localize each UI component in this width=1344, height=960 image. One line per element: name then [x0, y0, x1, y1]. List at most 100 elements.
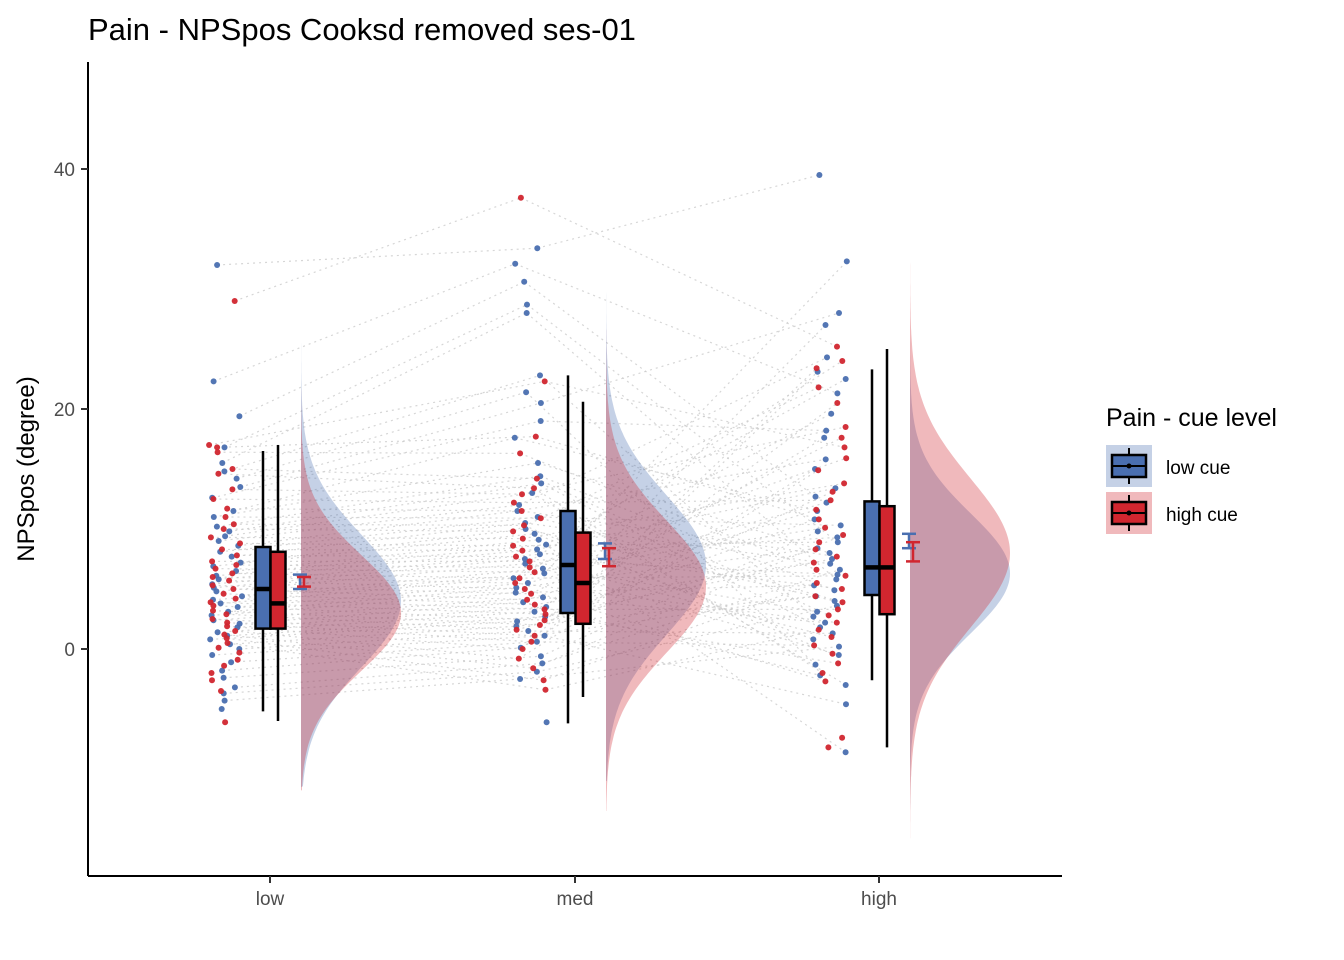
data-point: [214, 444, 221, 451]
data-point: [519, 547, 526, 554]
data-point: [232, 595, 239, 602]
data-point: [836, 566, 843, 573]
data-point: [517, 676, 524, 682]
paired-line: [540, 517, 843, 603]
data-point: [219, 546, 225, 553]
paired-line: [238, 510, 518, 547]
data-point: [834, 534, 841, 541]
data-point: [513, 626, 520, 633]
data-point: [526, 558, 533, 565]
data-point: [528, 638, 535, 645]
data-point: [518, 508, 525, 514]
data-point: [825, 612, 832, 619]
data-point: [217, 600, 224, 607]
paired-line: [212, 420, 541, 499]
paired-line: [514, 263, 838, 394]
paired-line: [241, 568, 543, 597]
data-point: [209, 574, 216, 580]
data-point: [540, 677, 547, 684]
paired-line: [224, 678, 521, 702]
paired-line: [212, 584, 532, 595]
data-point: [517, 450, 524, 457]
data-point: [209, 558, 216, 565]
data-point: [222, 719, 229, 726]
data-point: [819, 670, 826, 676]
data-point: [535, 460, 541, 466]
density-med-high-cue: [606, 133, 706, 811]
data-point: [834, 606, 841, 613]
data-point: [230, 508, 237, 514]
data-point: [213, 523, 220, 530]
paired-line: [540, 482, 821, 628]
data-point: [537, 653, 544, 660]
data-point: [822, 456, 829, 463]
paired-line: [223, 528, 514, 533]
data-point: [531, 632, 538, 639]
data-point: [834, 539, 841, 546]
data-point: [517, 194, 524, 201]
paired-line: [518, 469, 819, 660]
data-point: [234, 656, 241, 663]
data-point: [228, 659, 235, 666]
data-point: [537, 372, 543, 379]
data-point: [835, 652, 842, 658]
data-point: [210, 378, 217, 385]
data-point: [207, 534, 214, 541]
data-point: [521, 522, 527, 529]
data-point: [814, 528, 821, 535]
x-tick-label-high: high: [861, 889, 897, 910]
paired-line: [215, 568, 535, 573]
density-low-high-cue: [301, 205, 401, 791]
data-point: [525, 628, 532, 634]
data-point: [526, 564, 533, 571]
legend-key-dot: [1126, 463, 1132, 469]
data-point: [810, 559, 817, 566]
data-point: [835, 660, 842, 667]
data-point: [843, 701, 849, 708]
data-point: [828, 410, 835, 417]
data-point: [839, 599, 846, 606]
paired-line: [217, 451, 521, 454]
paired-line: [234, 197, 522, 302]
paired-line: [544, 380, 845, 448]
data-point: [214, 629, 221, 636]
paired-line: [525, 528, 835, 602]
legend-keys: low cue high cue: [1106, 445, 1238, 534]
data-point: [827, 560, 834, 567]
paired-line: [212, 635, 545, 656]
paired-line: [210, 536, 523, 540]
y-tick-label: 0: [64, 640, 75, 661]
density-med-low-cue: [606, 121, 706, 781]
paired-line: [212, 576, 516, 584]
data-point: [210, 607, 216, 614]
data-point: [229, 570, 236, 577]
data-point: [516, 575, 523, 582]
y-axis-title: NPSpos (degree): [13, 376, 40, 561]
paired-line: [528, 630, 833, 635]
paired-line: [521, 510, 837, 558]
data-point: [810, 613, 817, 620]
paired-line: [545, 324, 826, 608]
data-point: [224, 505, 231, 512]
data-point: [210, 496, 217, 502]
mean-errorbar-layer: [293, 532, 920, 591]
data-point: [834, 571, 841, 578]
paired-line: [222, 312, 527, 464]
y-ticks: 0 20 40: [54, 160, 88, 661]
data-point: [812, 593, 819, 600]
data-point: [218, 706, 225, 712]
data-point: [541, 606, 548, 613]
paired-line: [227, 508, 522, 512]
data-point: [816, 539, 823, 546]
data-point: [524, 596, 531, 603]
data-point: [533, 638, 540, 645]
data-point: [829, 556, 835, 562]
data-point: [220, 526, 227, 532]
data-point: [239, 593, 245, 600]
data-point: [209, 616, 216, 622]
data-point: [219, 460, 226, 466]
data-point: [519, 491, 525, 498]
data-point: [836, 310, 842, 316]
paired-line: [224, 304, 528, 448]
data-point: [230, 521, 237, 528]
